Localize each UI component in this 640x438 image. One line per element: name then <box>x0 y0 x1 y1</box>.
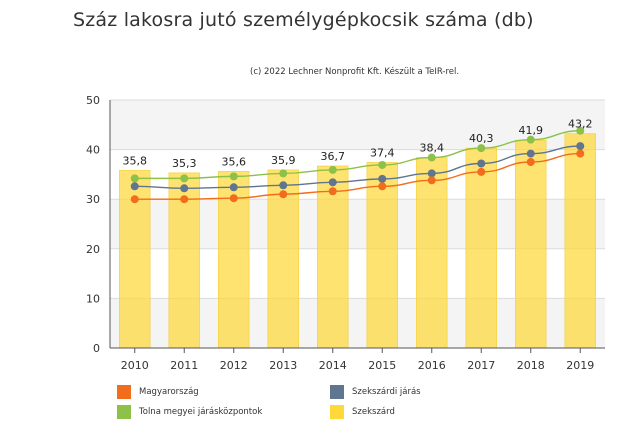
series-point <box>576 142 585 151</box>
series-line <box>134 130 581 180</box>
series-point <box>180 184 189 193</box>
legend-swatch <box>330 405 344 419</box>
bar <box>465 147 497 349</box>
series-point <box>328 165 337 174</box>
bar-data-label: 38,4 <box>420 142 445 155</box>
series-point <box>180 174 189 183</box>
series-point <box>477 144 486 153</box>
x-tick-label: 2012 <box>220 359 248 372</box>
bar-data-label: 43,2 <box>568 118 593 131</box>
bar-data-label: 41,9 <box>519 124 544 137</box>
x-tick-label: 2019 <box>566 359 594 372</box>
bar <box>416 157 448 349</box>
series-point <box>279 169 288 178</box>
series-point <box>526 149 535 158</box>
chart-subtitle: (c) 2022 Lechner Nonprofit Kft. Készült … <box>250 67 460 77</box>
x-tick-label: 2010 <box>121 359 149 372</box>
y-tick-label: 40 <box>86 144 100 157</box>
bar-data-label: 35,6 <box>222 155 247 168</box>
series-point <box>130 195 139 204</box>
series-point <box>427 176 436 185</box>
x-tick-label: 2015 <box>368 359 396 372</box>
y-tick-label: 30 <box>86 193 100 206</box>
legend-swatch <box>330 385 344 399</box>
series-line <box>134 145 581 189</box>
legend-item-szekszard[interactable]: Szekszárd <box>330 405 395 419</box>
series-point <box>378 182 387 191</box>
x-tick-label: 2013 <box>269 359 297 372</box>
series-point <box>427 169 436 178</box>
legend-label: Tolna megyei járásközpontok <box>139 407 263 417</box>
bar <box>366 162 398 349</box>
bar-data-label: 36,7 <box>321 150 346 163</box>
x-tick-label: 2018 <box>517 359 545 372</box>
bar-data-label: 40,3 <box>469 132 494 145</box>
bar-data-label: 35,9 <box>271 154 296 167</box>
legend-label: Magyarország <box>139 387 199 397</box>
legend-item-tolna-jaraskozpontok[interactable]: Tolna megyei járásközpontok <box>117 405 262 419</box>
series-point <box>576 126 585 135</box>
series-point <box>130 182 139 191</box>
y-tick-label: 10 <box>86 292 100 305</box>
x-tick-label: 2011 <box>170 359 198 372</box>
series-point <box>279 190 288 199</box>
series-point <box>130 174 139 183</box>
x-tick-label: 2014 <box>319 359 347 372</box>
series-line <box>134 152 581 200</box>
bar <box>564 133 596 349</box>
series-point <box>229 183 238 192</box>
series-point <box>328 178 337 187</box>
bar-data-label: 35,3 <box>172 157 197 170</box>
lines-layer <box>130 126 585 204</box>
y-tick-label: 50 <box>86 94 100 107</box>
series-point <box>477 159 486 168</box>
series-point <box>180 195 189 204</box>
series-point <box>328 187 337 196</box>
bar <box>515 139 547 349</box>
series-point <box>378 160 387 169</box>
legend-label: Szekszárdi járás <box>352 387 421 397</box>
series-point <box>279 181 288 190</box>
legend-label: Szekszárd <box>352 407 395 417</box>
legend-item-magyarorszag[interactable]: Magyarország <box>117 385 199 399</box>
x-tick-label: 2016 <box>418 359 446 372</box>
series-point <box>526 135 535 144</box>
series-point <box>576 149 585 158</box>
series-point <box>229 194 238 203</box>
series-point <box>526 158 535 166</box>
series-point <box>229 172 238 181</box>
bar <box>267 169 299 349</box>
series-point <box>378 174 387 183</box>
legend-swatch <box>117 385 131 399</box>
y-tick-label: 20 <box>86 243 100 256</box>
series-point <box>477 167 486 176</box>
legend-item-szekszardi-jaras[interactable]: Szekszárdi járás <box>330 385 421 399</box>
series-point <box>427 153 436 162</box>
axes-layer <box>109 100 605 353</box>
chart-title: Száz lakosra jutó személygépkocsik száma… <box>73 9 534 31</box>
bars-layer <box>119 133 596 349</box>
bar <box>317 165 349 349</box>
bar-data-label: 37,4 <box>370 146 395 159</box>
bar-data-label: 35,8 <box>123 154 148 167</box>
labels-layer: 0 10 20 30 40 50 35,8 35,3 35,6 35,9 36,7 37,4 38,4 4… <box>86 94 594 372</box>
y-tick-label: 0 <box>93 342 100 355</box>
legend-swatch <box>117 405 131 419</box>
x-tick-label: 2017 <box>467 359 495 372</box>
